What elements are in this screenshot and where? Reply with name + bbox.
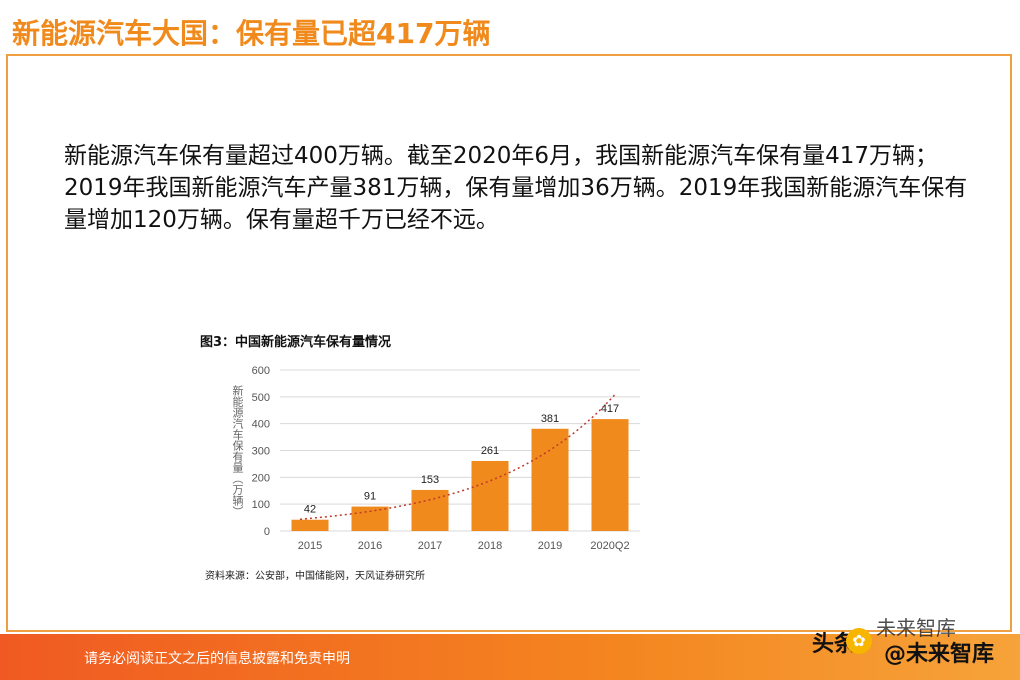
data-label: 153 — [421, 474, 439, 486]
watermark-bottom: @未来智库 — [884, 642, 995, 667]
y-tick-label: 0 — [264, 526, 270, 538]
x-tick-label: 2019 — [538, 540, 562, 552]
y-tick-label: 100 — [252, 499, 270, 511]
y-axis-label: 新能源汽车保有量（万辆） — [231, 385, 244, 517]
x-tick-label: 2020Q2 — [590, 540, 629, 552]
y-tick-label: 400 — [252, 419, 270, 431]
content-frame — [6, 54, 1012, 632]
x-tick-label: 2015 — [298, 540, 322, 552]
bar — [471, 460, 509, 531]
bar — [531, 428, 569, 531]
y-tick-label: 200 — [252, 472, 270, 484]
bar — [591, 419, 629, 531]
data-label: 261 — [481, 445, 499, 457]
bar — [291, 519, 329, 531]
x-tick-label: 2016 — [358, 540, 382, 552]
data-label: 381 — [541, 413, 559, 425]
slide-title: 新能源汽车大国：保有量已超417万辆 — [12, 17, 491, 50]
trend-line — [299, 394, 616, 521]
x-tick-label: 2018 — [478, 540, 502, 552]
data-label: 91 — [364, 491, 376, 503]
figure-title: 图3：中国新能源汽车保有量情况 — [200, 335, 392, 350]
y-tick-label: 500 — [252, 392, 270, 404]
source-note: 资料来源：公安部，中国储能网，天风证券研究所 — [205, 571, 425, 582]
y-tick-label: 300 — [252, 446, 270, 458]
body-paragraph: 新能源汽车保有量超过400万辆。截至2020年6月，我国新能源汽车保有量417万… — [64, 143, 968, 233]
data-label: 42 — [304, 504, 316, 516]
watermark-logo-icon: ✿ — [846, 628, 872, 654]
watermark-top: 未来智库 — [876, 616, 956, 640]
bar — [411, 489, 449, 531]
x-tick-label: 2017 — [418, 540, 442, 552]
y-tick-label: 600 — [252, 365, 270, 377]
bar — [351, 506, 389, 531]
data-label: 417 — [601, 403, 619, 415]
disclaimer-text: 请务必阅读正文之后的信息披露和免责申明 — [84, 651, 350, 667]
